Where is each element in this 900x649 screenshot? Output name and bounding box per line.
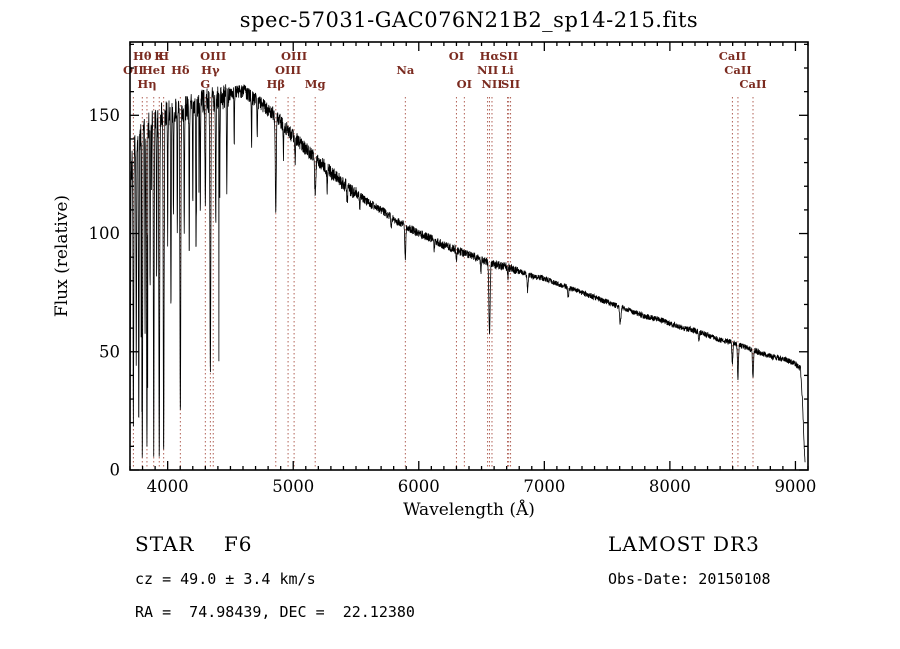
spectral-line-label: Na — [396, 63, 415, 77]
y-axis-label: Flux (relative) — [52, 194, 72, 318]
spectral-line-label: H — [158, 49, 169, 63]
spectral-line-label: Hη — [137, 77, 156, 91]
axis-ticks — [129, 42, 809, 471]
spectral-line-label: CaII — [719, 49, 746, 63]
x-tick-label: 5000 — [272, 477, 314, 496]
spectral-line-label: Hγ — [201, 63, 220, 77]
spectral-line-label: Hα — [480, 49, 500, 63]
spectral-line-label: Hθ — [133, 49, 152, 63]
spectral-line-label: HeI — [142, 63, 166, 77]
spectral-line-label: K — [154, 49, 165, 63]
spectral-line-label: G — [200, 77, 210, 91]
y-tick-label: 0 — [110, 461, 121, 480]
x-tick-label: 6000 — [398, 477, 440, 496]
spectral-line-label: OII — [123, 63, 144, 77]
spectral-line-label: Li — [501, 63, 514, 77]
x-tick-label: 8000 — [649, 477, 691, 496]
spectral-line-label: OIII — [281, 49, 307, 63]
object-class-label: STAR F6 — [135, 532, 253, 556]
spectral-line-label: Mg — [305, 77, 326, 91]
redshift-velocity-text: cz = 49.0 ± 3.4 km/s — [135, 570, 316, 588]
spectral-line-label: OI — [457, 77, 472, 91]
survey-release-label: LAMOST DR3 — [608, 532, 760, 556]
y-tick-label: 100 — [89, 224, 121, 243]
y-tick-label: 150 — [89, 106, 121, 125]
spectral-line-label: OIII — [275, 63, 301, 77]
y-tick-label: 50 — [99, 342, 120, 361]
spectral-line-label: SII — [501, 77, 520, 91]
spectrum-plot: OIIHθHηHeIKHHδGHγOIIIHβOIIIOIIIMgNaOIOIN… — [89, 41, 817, 496]
spectral-line-label: SII — [499, 49, 518, 63]
spectral-line-label: OI — [449, 49, 464, 63]
y-tick-labels: 0 50 100 150 — [89, 106, 121, 480]
spectral-line-label: Hβ — [267, 77, 286, 91]
spectral-line-label: OIII — [200, 49, 226, 63]
spectral-line-markers: OIIHθHηHeIKHHδGHγOIIIHβOIIIOIIIMgNaOIOIN… — [123, 49, 767, 469]
x-tick-label: 4000 — [147, 477, 189, 496]
plot-title: spec-57031-GAC076N21B2_sp14-215.fits — [239, 8, 699, 32]
coordinates-text: RA = 74.98439, DEC = 22.12380 — [135, 603, 415, 621]
x-tick-labels: 4000 5000 6000 7000 8000 9000 — [147, 477, 817, 496]
spectral-line-label: CaII — [724, 63, 751, 77]
spectral-line-label: CaII — [739, 77, 766, 91]
obs-date-text: Obs-Date: 20150108 — [608, 570, 771, 588]
spectrum-trace — [129, 84, 806, 470]
spectral-line-label: NII — [477, 63, 498, 77]
spectral-line-label: NII — [481, 77, 502, 91]
x-axis-label: Wavelength (Å) — [403, 500, 535, 520]
x-tick-label: 7000 — [523, 477, 565, 496]
spectral-line-label: Hδ — [171, 63, 190, 77]
x-tick-label: 9000 — [774, 477, 816, 496]
